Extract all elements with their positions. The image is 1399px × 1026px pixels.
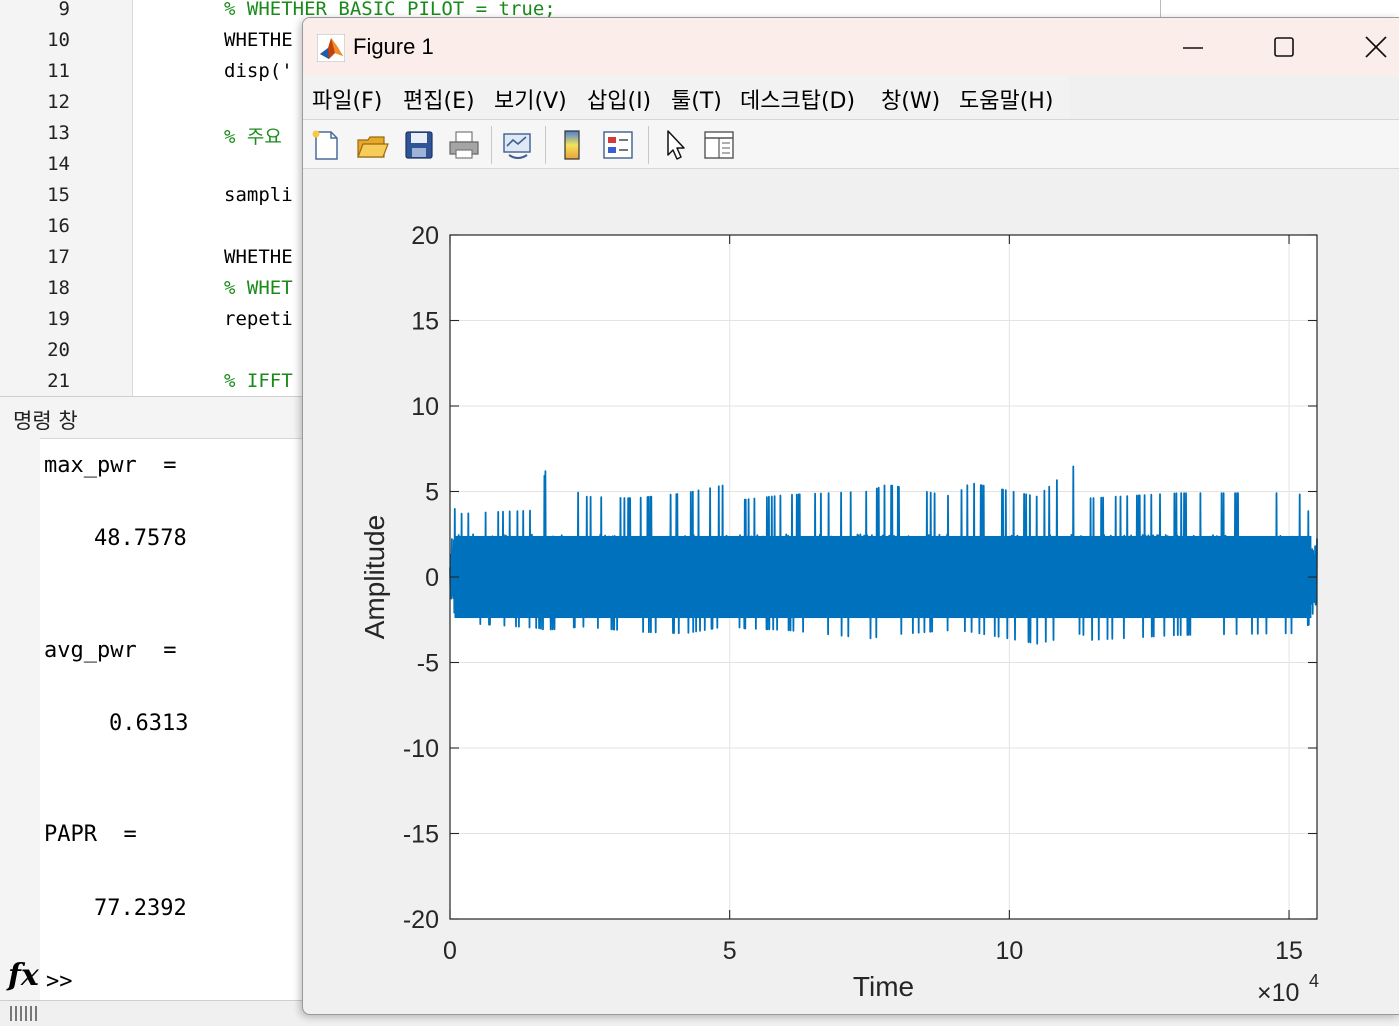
line-number: 12 <box>47 91 70 113</box>
command-prompt[interactable]: >> <box>46 969 73 994</box>
code-line[interactable]: % WHET <box>224 277 293 299</box>
code-line[interactable]: % 주요 <box>224 126 282 148</box>
x-tick-label: 5 <box>723 937 737 965</box>
menu-edit[interactable]: 편집(E) <box>403 89 475 114</box>
print-icon <box>449 131 479 159</box>
code-line[interactable]: WHETHE <box>224 29 293 51</box>
code-line[interactable]: % IFFT <box>224 370 293 392</box>
command-window-title: 명령 창 <box>13 409 78 433</box>
line-number: 13 <box>47 122 70 144</box>
edit-plot-button[interactable] <box>656 126 694 164</box>
link-plot-button[interactable] <box>499 126 537 164</box>
signal-core-band <box>454 535 1312 619</box>
y-axis-label: Amplitude <box>359 515 390 640</box>
print-button[interactable] <box>445 126 483 164</box>
plot-canvas[interactable]: 0 5 10 15 20 15 10 5 0 -5 -10 -15 -20 Time Amplitude ×1… <box>303 18 1399 1014</box>
line-number: 9 <box>58 0 70 20</box>
x-tick-label: 0 <box>443 937 457 965</box>
menu-insert[interactable]: 삽입(I) <box>587 89 652 114</box>
y-tick-label: 5 <box>425 479 439 507</box>
menu-desktop[interactable]: 데스크탑(D) <box>740 89 856 114</box>
output-value-avg-pwr: 0.6313 <box>109 711 189 736</box>
output-label-max-pwr: max_pwr = <box>44 453 177 478</box>
minimize-button[interactable] <box>1147 18 1239 75</box>
close-button[interactable] <box>1330 18 1399 75</box>
new-figure-button[interactable] <box>307 126 345 164</box>
toolbar-separator <box>648 126 649 164</box>
function-browser-icon[interactable]: fx <box>8 958 39 993</box>
close-icon <box>1365 35 1387 58</box>
maximize-button[interactable] <box>1238 18 1330 75</box>
figure-title: Figure 1 <box>353 34 434 59</box>
toolbar-separator <box>491 126 492 164</box>
toolbar-separator <box>545 126 546 164</box>
line-number: 11 <box>47 60 70 82</box>
code-line[interactable]: sampli <box>224 184 293 206</box>
maximize-icon <box>1274 36 1294 57</box>
x-tick-label: 10 <box>995 937 1023 965</box>
output-value-papr: 77.2392 <box>94 896 187 921</box>
code-line[interactable]: % WHETHER BASIC PILOT = true; <box>224 0 556 20</box>
edit-plot-icon <box>667 130 685 160</box>
x-exponent-label: ×10 <box>1257 979 1299 1007</box>
figure-menu-bar: 파일(F) 편집(E) 보기(V) 삽입(I) 툴(T) 데스크탑(D) 창(W… <box>303 75 1069 119</box>
line-number: 16 <box>47 215 70 237</box>
figure-title-bar[interactable]: Figure 1 <box>303 18 1399 75</box>
y-tick-label: -20 <box>403 906 439 934</box>
property-inspector-icon <box>704 131 734 159</box>
new-figure-icon <box>312 130 338 160</box>
line-number: 21 <box>47 370 70 392</box>
x-exponent-power: 4 <box>1309 971 1319 991</box>
output-value-max-pwr: 48.7578 <box>94 526 187 551</box>
line-number: 18 <box>47 277 70 299</box>
menu-window[interactable]: 창(W) <box>881 89 941 114</box>
line-number: 19 <box>47 308 70 330</box>
open-file-button[interactable] <box>353 126 391 164</box>
figure-toolbar <box>303 120 1399 169</box>
command-window-gutter <box>0 438 40 1000</box>
save-icon <box>405 131 433 159</box>
line-number: 14 <box>47 153 70 175</box>
matlab-logo-icon <box>317 34 345 62</box>
insert-colorbar-icon <box>564 130 580 160</box>
menu-tools[interactable]: 툴(T) <box>671 89 722 114</box>
menu-help[interactable]: 도움말(H) <box>959 89 1054 114</box>
line-number-gutter: 9 10 11 12 13 14 15 16 17 18 19 20 21 <box>0 0 133 396</box>
y-tick-label: 20 <box>411 222 439 250</box>
output-label-avg-pwr: avg_pwr = <box>44 638 177 663</box>
open-file-icon <box>357 136 389 158</box>
insert-colorbar-button[interactable] <box>553 126 591 164</box>
link-plot-icon <box>503 133 531 159</box>
line-number: 15 <box>47 184 70 206</box>
line-number: 20 <box>47 339 70 361</box>
resize-grip-icon[interactable] <box>10 1006 38 1021</box>
save-button[interactable] <box>400 126 438 164</box>
y-tick-label: -10 <box>403 735 439 763</box>
insert-legend-icon <box>603 131 633 159</box>
y-tick-label: 10 <box>411 393 439 421</box>
y-tick-label: 15 <box>411 308 439 336</box>
property-inspector-button[interactable] <box>700 126 738 164</box>
code-line[interactable]: disp(' <box>224 60 293 82</box>
x-tick-label: 15 <box>1275 937 1303 965</box>
y-tick-label: -5 <box>417 650 439 678</box>
line-number: 17 <box>47 246 70 268</box>
menu-file[interactable]: 파일(F) <box>312 89 383 114</box>
output-label-papr: PAPR = <box>44 822 137 847</box>
code-line[interactable]: repeti <box>224 308 293 330</box>
minimize-icon <box>1183 46 1203 49</box>
editor-margin-rule <box>1160 0 1161 18</box>
line-number: 10 <box>47 29 70 51</box>
code-line[interactable]: WHETHE <box>224 246 293 268</box>
figure-window[interactable]: Figure 1 파일(F) 편집(E) 보기(V) 삽입(I) 툴(T) 데스… <box>302 17 1399 1015</box>
y-tick-label: -15 <box>403 821 439 849</box>
menu-view[interactable]: 보기(V) <box>494 89 567 114</box>
y-tick-label: 0 <box>425 564 439 592</box>
insert-legend-button[interactable] <box>599 126 637 164</box>
menu-divider <box>303 119 1399 120</box>
x-axis-label: Time <box>853 971 914 1002</box>
